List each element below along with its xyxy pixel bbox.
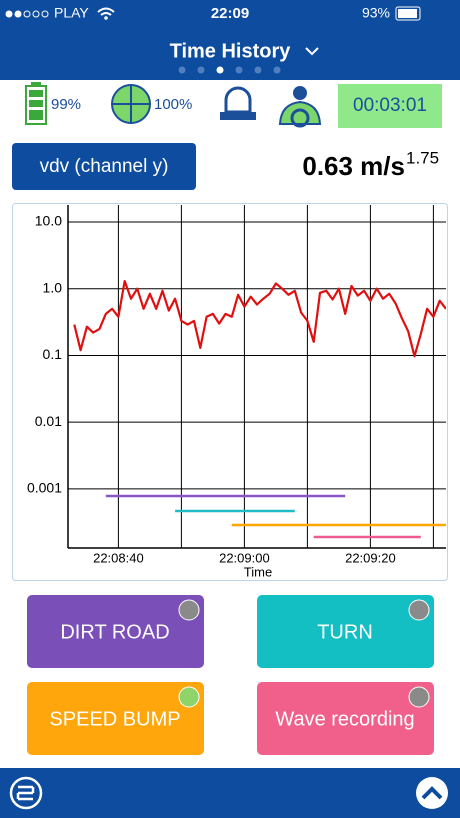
alarm-icon [220,86,256,120]
y-tick-label: 1.0 [43,279,63,295]
event-button[interactable] [27,682,204,755]
button-indicator [408,686,430,708]
gps-level: 100% [154,96,192,113]
event-button[interactable] [257,595,434,668]
logo[interactable] [9,776,43,810]
battery-percent: 93% [362,5,390,21]
bottom-bar [0,768,460,818]
event-button[interactable] [257,682,434,755]
scroll-up[interactable] [416,777,448,809]
x-tick-label: 22:09:00 [219,550,270,565]
channel-label[interactable]: vdv (channel y) [40,156,169,177]
battery-level: 99% [51,96,81,113]
wifi-dot [104,16,108,20]
timer-box [338,84,442,128]
button-indicator [408,599,430,621]
chevron[interactable] [305,47,319,56]
title[interactable]: Time History [170,40,292,62]
x-axis-label: Time [244,564,272,579]
y-tick-label: 0.001 [27,480,62,496]
page-dots [178,66,281,74]
plot-area [73,280,446,539]
button-label[interactable]: Wave recording [275,708,414,730]
y-tick-label: 0.1 [43,346,63,362]
button-label[interactable]: SPEED BUMP [49,708,180,730]
carrier: PLAY [54,5,89,21]
reading-value: 0.63 m/s [302,151,405,181]
reading-exponent: 1.75 [406,148,439,167]
battery [395,6,421,21]
button-indicator [178,686,200,708]
battery-fill [398,9,417,18]
x-tick-label: 22:08:40 [93,550,144,565]
channel-button[interactable] [12,143,196,190]
data-line [73,280,446,358]
clock: 22:09 [211,5,249,22]
wifi [97,7,115,16]
button-label[interactable]: DIRT ROAD [60,621,169,643]
gps-icon [111,84,151,124]
x-tick-label: 22:09:20 [345,550,396,565]
timer: 00:03:01 [353,95,427,116]
event-buttons: DIRT ROAD TURN SPEED BUMP Wave recording [27,595,434,755]
y-tick-label: 0.01 [35,413,62,429]
button-indicator [178,599,200,621]
button-label[interactable]: TURN [317,621,373,643]
battery-icon [25,82,47,125]
chart: 10.0 1.0 0.1 0.01 0.001 22:08:40 22:09:00 22:09… [27,205,446,579]
driver-icon [278,86,322,128]
signal [5,10,49,18]
event-button[interactable] [27,595,204,668]
top-bar [0,0,460,80]
y-tick-label: 10.0 [35,213,62,229]
